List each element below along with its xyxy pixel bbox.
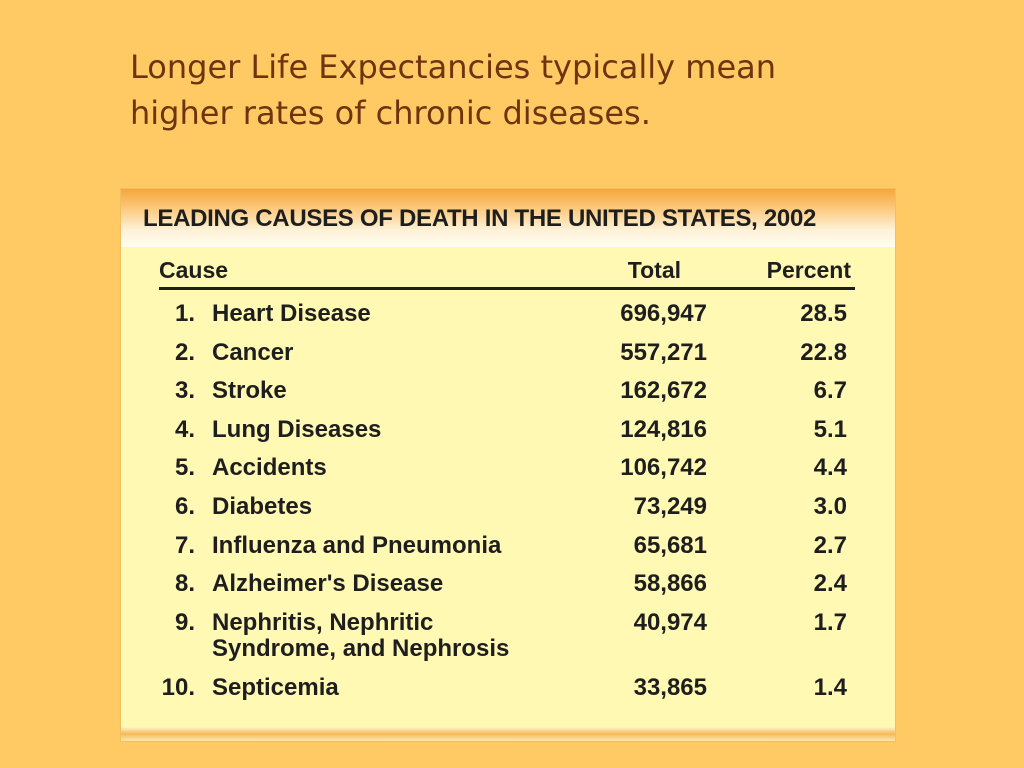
row-percent: 4.4 xyxy=(813,454,847,481)
column-header-percent: Percent xyxy=(766,257,851,283)
row-rank: 5. xyxy=(174,454,195,481)
slide-title-line-1: Longer Life Expectancies typically mean xyxy=(130,48,777,86)
row-total: 557,271 xyxy=(620,339,707,366)
row-rank: 1. xyxy=(174,300,195,327)
column-header-cause: Cause xyxy=(159,257,229,283)
row-percent: 2.4 xyxy=(813,570,847,597)
row-rank: 7. xyxy=(174,532,195,559)
causes-of-death-table: LEADING CAUSES OF DEATH IN THE UNITED ST… xyxy=(120,188,896,742)
row-cause: Alzheimer's Disease xyxy=(212,571,592,597)
row-cause-line-1: Lung Diseases xyxy=(212,416,382,443)
row-cause: Accidents xyxy=(212,455,592,481)
row-rank: 2. xyxy=(174,339,195,366)
row-cause-line-1: Nephritis, Nephritic xyxy=(212,609,434,636)
row-percent: 28.5 xyxy=(800,300,847,327)
row-cause-line-1: Diabetes xyxy=(212,493,313,520)
row-percent: 5.1 xyxy=(813,416,847,443)
row-cause-line-1: Cancer xyxy=(212,339,294,366)
row-percent: 2.7 xyxy=(813,532,847,559)
row-cause: Heart Disease xyxy=(212,301,592,327)
row-total: 73,249 xyxy=(633,493,707,520)
row-cause: Nephritis, Nephritic Syndrome, and Nephr… xyxy=(212,610,592,662)
slide-title: Longer Life Expectancies typically mean … xyxy=(130,44,890,136)
row-percent: 1.7 xyxy=(813,609,847,636)
row-cause-line-1: Septicemia xyxy=(212,674,339,701)
row-total: 124,816 xyxy=(620,416,707,443)
row-rank: 6. xyxy=(174,493,195,520)
header-rule xyxy=(159,287,855,290)
row-rank: 10. xyxy=(161,674,195,701)
row-rank: 4. xyxy=(174,416,195,443)
row-total: 162,672 xyxy=(620,377,707,404)
row-cause-line-1: Influenza and Pneumonia xyxy=(212,532,502,559)
row-cause-line-1: Accidents xyxy=(212,454,327,481)
row-percent: 3.0 xyxy=(813,493,847,520)
row-rank: 8. xyxy=(174,570,195,597)
row-rank: 3. xyxy=(174,377,195,404)
row-total: 696,947 xyxy=(620,300,707,327)
row-percent: 1.4 xyxy=(813,674,847,701)
row-cause: Diabetes xyxy=(212,494,592,520)
row-cause: Septicemia xyxy=(212,675,592,701)
table-bottom-stripe xyxy=(121,727,895,741)
row-cause-line-1: Alzheimer's Disease xyxy=(212,570,444,597)
row-percent: 22.8 xyxy=(800,339,847,366)
table-heading: LEADING CAUSES OF DEATH IN THE UNITED ST… xyxy=(143,205,817,232)
row-total: 106,742 xyxy=(620,454,707,481)
row-cause-line-1: Stroke xyxy=(212,377,287,404)
table-header-band: LEADING CAUSES OF DEATH IN THE UNITED ST… xyxy=(121,189,895,247)
row-cause-line-2: Syndrome, and Nephrosis xyxy=(212,635,510,662)
slide-title-line-2: higher rates of chronic diseases. xyxy=(130,94,651,132)
row-total: 65,681 xyxy=(633,532,707,559)
row-total: 33,865 xyxy=(633,674,707,701)
row-rank: 9. xyxy=(174,609,195,636)
row-cause: Stroke xyxy=(212,378,592,404)
row-cause: Lung Diseases xyxy=(212,417,592,443)
row-cause: Cancer xyxy=(212,340,592,366)
column-header-total: Total xyxy=(627,257,681,283)
row-total: 40,974 xyxy=(633,609,707,636)
row-percent: 6.7 xyxy=(813,377,847,404)
row-cause: Influenza and Pneumonia xyxy=(212,533,592,559)
row-cause-line-1: Heart Disease xyxy=(212,300,371,327)
row-total: 58,866 xyxy=(633,570,707,597)
